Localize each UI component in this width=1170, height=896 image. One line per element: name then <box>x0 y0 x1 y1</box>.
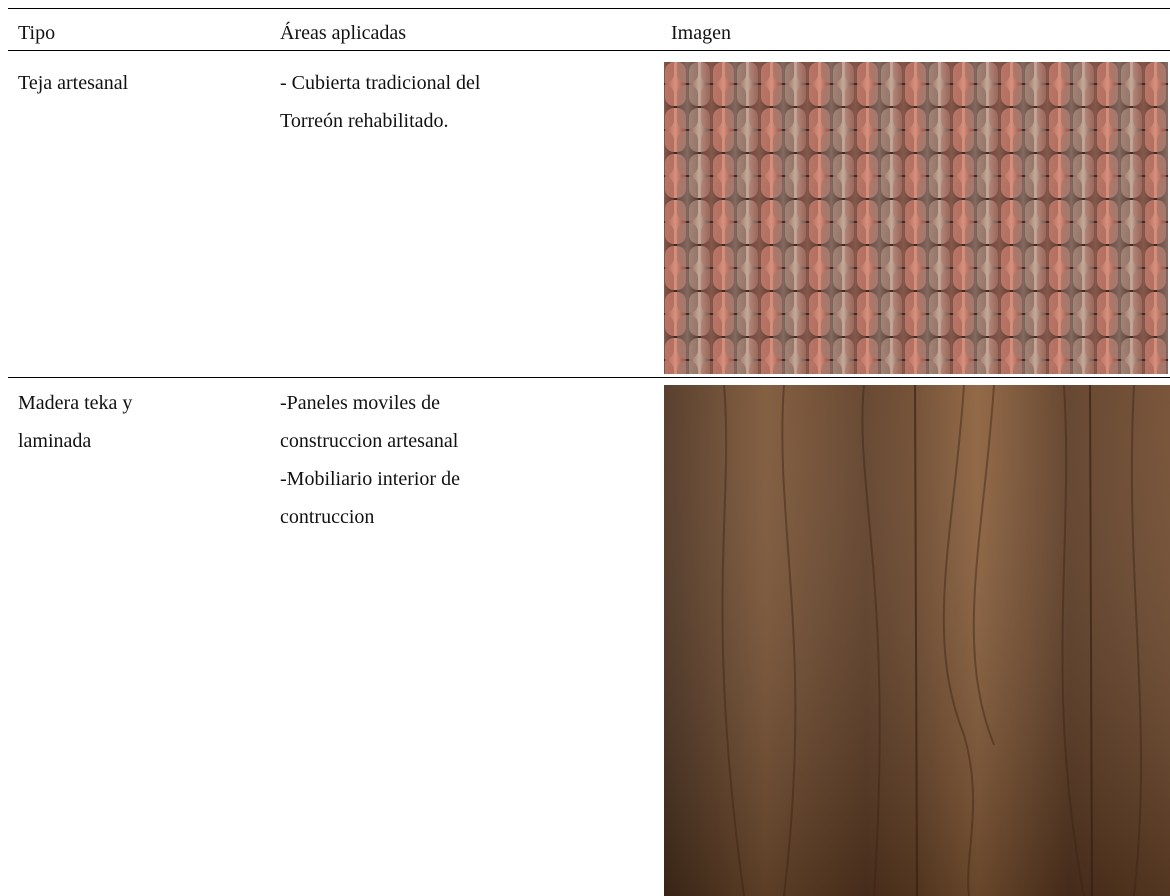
roof-tile-image <box>664 62 1168 374</box>
cell-text-line: Teja artesanal <box>18 72 129 94</box>
cell-text-line: Madera teka y <box>18 392 133 414</box>
header-text: Imagen <box>671 22 731 44</box>
wood-image <box>664 385 1170 896</box>
header-text: Tipo <box>18 22 56 44</box>
row-rule <box>8 377 1170 378</box>
table-top-rule <box>8 8 1170 9</box>
cell-text-line: contruccion <box>280 506 375 528</box>
row-areas: -Paneles moviles de construccion artesana… <box>280 384 460 536</box>
cell-text-line: -Mobiliario interior de <box>280 468 460 490</box>
header-rule <box>8 50 1170 51</box>
row-tipo: Madera teka y laminada <box>18 384 132 460</box>
header-tipo: Tipo <box>18 14 55 52</box>
header-imagen: Imagen <box>671 14 731 52</box>
cell-text-line: laminada <box>18 430 92 452</box>
cell-text-line: Torreón rehabilitado. <box>280 110 449 132</box>
row-areas: - Cubierta tradicional del Torreón rehabi… <box>280 64 480 140</box>
header-areas: Áreas aplicadas <box>280 14 406 52</box>
row-tipo: Teja artesanal <box>18 64 128 102</box>
cell-text-line: -Paneles moviles de <box>280 392 440 414</box>
header-text: Áreas aplicadas <box>280 22 407 44</box>
cell-text-line: - Cubierta tradicional del <box>280 72 481 94</box>
cell-text-line: construccion artesanal <box>280 430 459 452</box>
